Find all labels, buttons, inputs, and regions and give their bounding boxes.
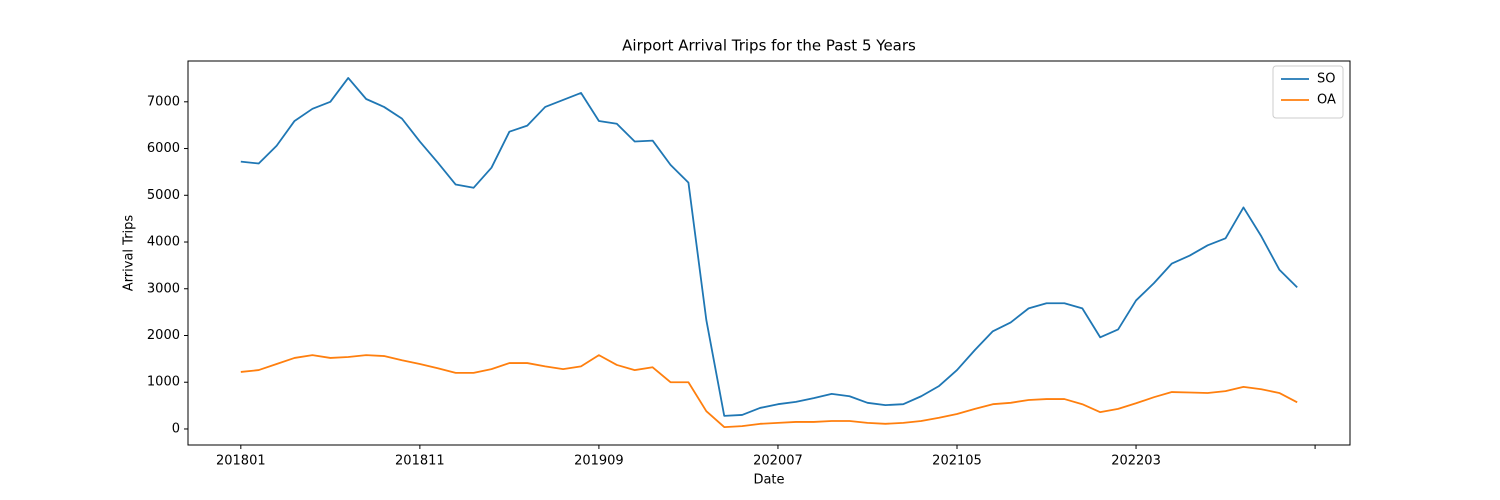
x-tick-label: 201909	[574, 454, 624, 469]
x-tick-label: 201811	[395, 454, 445, 469]
chart-title: Airport Arrival Trips for the Past 5 Yea…	[622, 37, 916, 55]
legend-label: OA	[1317, 93, 1336, 108]
y-tick-label: 5000	[147, 188, 180, 203]
plot-frame	[187, 60, 1351, 446]
y-tick-label: 6000	[147, 141, 180, 156]
line-series	[240, 354, 1298, 428]
line-series	[240, 77, 1298, 417]
x-axis-label: Date	[753, 473, 784, 488]
legend-label: SO	[1317, 72, 1335, 87]
y-tick-label: 4000	[147, 235, 180, 250]
y-axis-label: Arrival Trips	[122, 215, 137, 292]
x-tick-label: 202007	[753, 454, 803, 469]
x-tick-label: 202203	[1111, 454, 1161, 469]
y-tick-label: 3000	[147, 281, 180, 296]
x-tick-label: 201801	[216, 454, 266, 469]
y-tick-label: 0	[172, 421, 180, 436]
y-tick-label: 2000	[147, 328, 180, 343]
y-tick-label: 7000	[147, 94, 180, 109]
x-tick-label: 202105	[932, 454, 982, 469]
y-tick-label: 1000	[147, 375, 180, 390]
